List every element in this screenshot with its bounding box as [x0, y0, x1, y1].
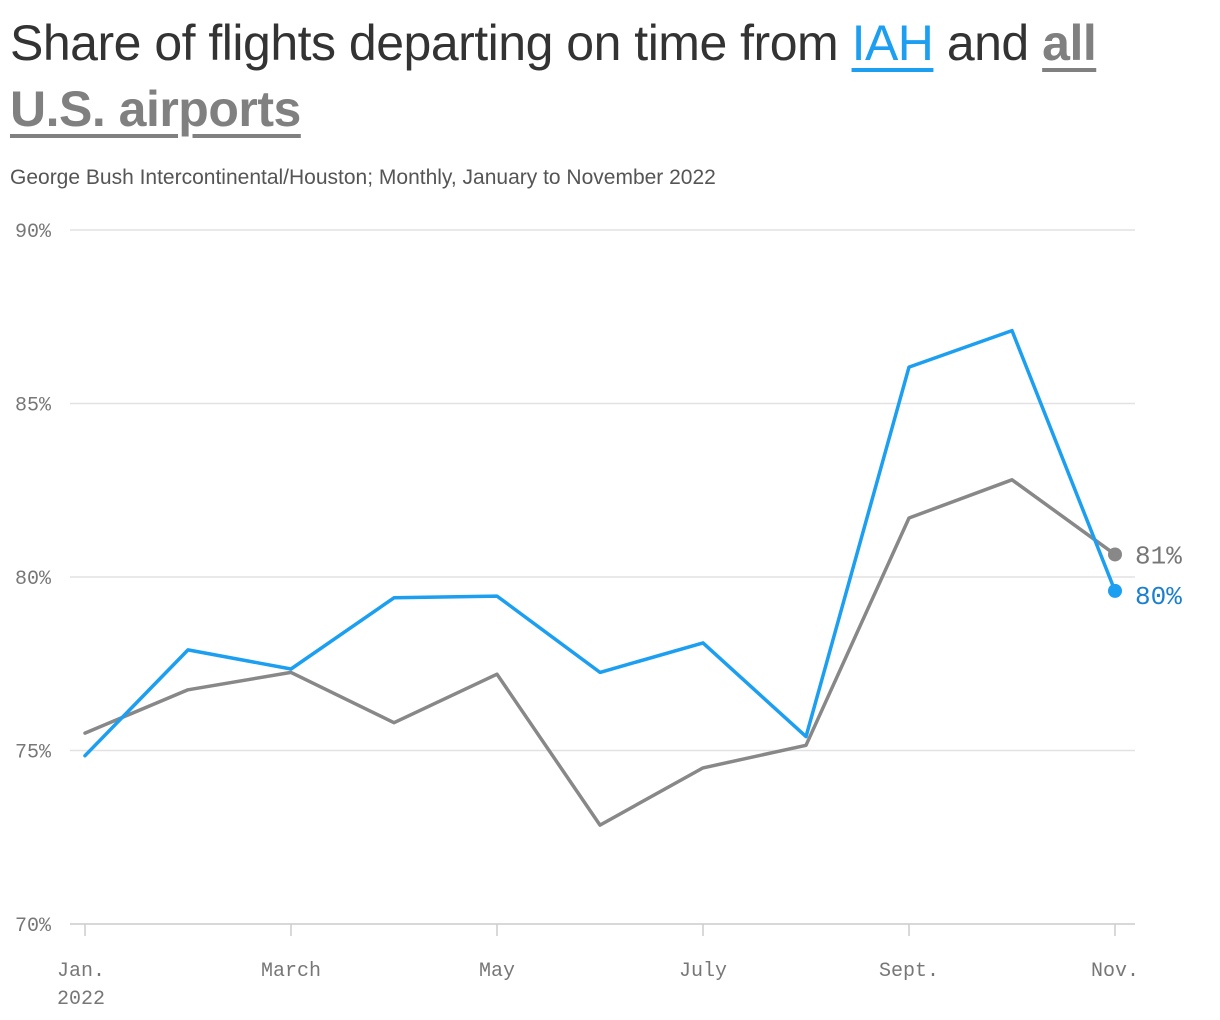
y-tick-label: 85%	[15, 395, 52, 418]
y-tick-label: 80%	[15, 568, 52, 591]
legend-key-iah: IAH	[851, 15, 934, 71]
x-tick-label: March	[261, 960, 321, 983]
x-axis: Jan. 2022 March May July Sept. Nov.	[57, 924, 1139, 1011]
gridlines	[70, 229, 1135, 925]
title-prefix: Share of flights departing on time from	[10, 15, 852, 71]
x-tick-label: Jan. 2022	[57, 960, 105, 1011]
end-labels: 81%80%	[1135, 541, 1182, 611]
y-tick-label: 70%	[15, 915, 52, 938]
chart-subtitle: George Bush Intercontinental/Houston; Mo…	[10, 166, 716, 189]
y-tick-label: 75%	[15, 742, 52, 765]
y-axis: 70% 75% 80% 85% 90%	[15, 221, 52, 938]
chart-title: Share of flights departing on time from …	[10, 10, 1200, 142]
end-point-all	[1108, 547, 1122, 562]
x-tick-label: May	[479, 960, 515, 983]
series-line-iah	[83, 328, 1117, 758]
series-lines	[83, 328, 1122, 827]
legend-key-all-us-airports: all U.S. airports	[10, 15, 1097, 137]
end-point-iah	[1108, 583, 1122, 598]
end-label-iah: 80%	[1135, 582, 1182, 612]
series-line-all	[83, 478, 1117, 827]
x-tick-label: July	[679, 960, 727, 983]
x-tick-label: Sept.	[879, 960, 939, 983]
y-tick-label: 90%	[15, 221, 52, 244]
x-tick-label: Nov.	[1091, 960, 1139, 983]
title-middle: and	[933, 15, 1043, 71]
end-label-all: 81%	[1135, 541, 1182, 571]
